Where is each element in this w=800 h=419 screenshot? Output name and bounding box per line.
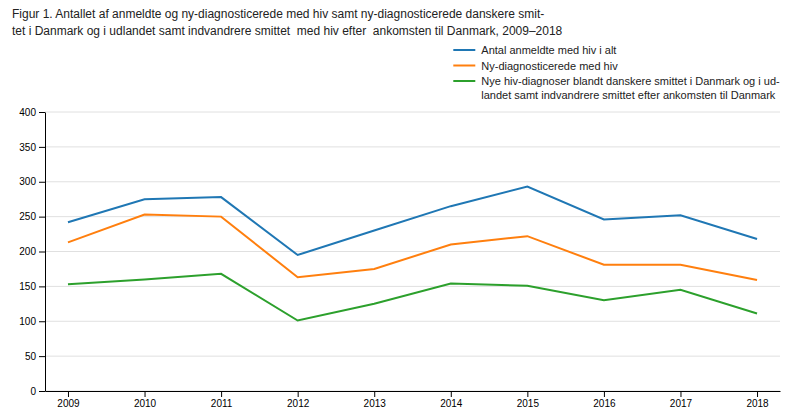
x-tick: 2017 <box>670 391 693 409</box>
x-tick: 2012 <box>287 391 310 409</box>
x-tick: 2018 <box>746 391 769 409</box>
x-axis-line <box>46 391 781 392</box>
legend-label-line: landet samt indvandrere smittet efter an… <box>481 89 776 101</box>
grid-line <box>45 391 780 392</box>
legend-label-line: Antal anmeldte med hiv i alt <box>481 44 616 56</box>
y-tick: 350 <box>19 142 45 153</box>
x-tick-label: 2011 <box>211 398 233 409</box>
y-tick-mark <box>39 321 45 322</box>
y-tick-label: 100 <box>19 316 36 327</box>
x-tick-label: 2009 <box>57 398 80 409</box>
plot: 2009 2010 2011 2012 2013 2014 2015 2016 2017 2018… <box>19 107 780 409</box>
y-tick-mark <box>39 147 45 148</box>
y-tick: 100 <box>19 316 45 327</box>
y-tick: 250 <box>19 211 45 222</box>
title-line: tet i Danmark og i udlandet samt indvand… <box>12 24 563 38</box>
y-tick-label: 200 <box>19 246 36 257</box>
legend-swatch <box>453 49 475 51</box>
x-tick: 2011 <box>211 391 233 409</box>
grid-line <box>45 146 780 147</box>
legend-swatch <box>453 80 475 82</box>
x-tick: 2015 <box>517 391 540 409</box>
x-tick: 2010 <box>134 391 157 409</box>
y-tick-mark <box>39 217 45 218</box>
y-tick-mark <box>39 252 45 253</box>
x-tick: 2009 <box>57 391 80 409</box>
x-tick-mark <box>221 391 222 397</box>
y-tick-label: 400 <box>19 107 36 118</box>
legend-label-line: Ny-diagnosticerede med hiv <box>481 60 618 72</box>
series-line <box>68 274 757 321</box>
grid-line <box>45 112 780 113</box>
y-tick-label: 350 <box>19 142 36 153</box>
grid-line <box>45 356 780 357</box>
y-tick: 0 <box>30 386 45 397</box>
legend-swatch <box>453 65 475 67</box>
grid-line <box>45 251 780 252</box>
x-tick-label: 2015 <box>517 398 540 409</box>
y-tick: 400 <box>19 107 45 118</box>
x-tick-label: 2013 <box>364 398 387 409</box>
grid-line <box>45 181 780 182</box>
title-line: Figur 1. Antallet af anmeldte og ny-diag… <box>12 7 544 21</box>
y-tick: 300 <box>19 176 45 187</box>
x-tick-mark <box>374 391 375 397</box>
legend-item: Nye hiv-diagnoser blandt danskere smitte… <box>453 75 780 101</box>
y-tick: 150 <box>19 281 45 292</box>
x-tick-mark <box>757 391 758 397</box>
y-tick-label: 250 <box>19 211 36 222</box>
y-tick-label: 50 <box>25 351 37 362</box>
y-axis-line <box>45 113 46 392</box>
x-tick-mark <box>298 391 299 397</box>
grid-line <box>45 286 780 287</box>
x-tick-mark <box>680 391 681 397</box>
x-tick-label: 2017 <box>670 398 693 409</box>
x-tick-mark <box>68 391 69 397</box>
x-tick-label: 2016 <box>593 398 616 409</box>
series-line <box>68 187 757 255</box>
y-tick-mark <box>39 391 45 392</box>
title: Figur 1. Antallet af anmeldte og ny-diag… <box>12 7 563 38</box>
y-tick-mark <box>39 182 45 183</box>
x-tick: 2014 <box>440 391 463 409</box>
legend-label: Antal anmeldte med hiv i alt <box>481 44 616 56</box>
y-axis: 0 50 100 150 200 250 300 350 400 <box>19 107 45 397</box>
legend: Antal anmeldte med hiv i alt Ny-diagnosti… <box>453 44 780 101</box>
x-tick-label: 2012 <box>287 398 310 409</box>
x-tick-label: 2010 <box>134 398 157 409</box>
x-axis: 2009 2010 2011 2012 2013 2014 2015 2016 2017 2018 <box>46 391 781 409</box>
series-line <box>68 215 757 281</box>
legend-label: Nye hiv-diagnoser blandt danskere smitte… <box>481 75 780 101</box>
x-tick-mark <box>527 391 528 397</box>
y-tick-label: 150 <box>19 281 36 292</box>
y-tick: 200 <box>19 246 45 257</box>
y-tick-mark <box>39 356 45 357</box>
y-tick-mark <box>39 112 45 113</box>
x-tick-mark <box>451 391 452 397</box>
x-tick: 2016 <box>593 391 616 409</box>
y-tick: 50 <box>25 351 45 362</box>
legend-item: Antal anmeldte med hiv i alt <box>453 44 616 56</box>
legend-label-line: Nye hiv-diagnoser blandt danskere smitte… <box>481 75 780 87</box>
legend-item: Ny-diagnosticerede med hiv <box>453 60 618 72</box>
grid-line <box>45 321 780 322</box>
grid <box>45 112 780 391</box>
y-tick-label: 0 <box>30 386 36 397</box>
lines <box>68 187 757 321</box>
chart: Figur 1. Antallet af anmeldte og ny-diag… <box>0 0 800 419</box>
x-tick: 2013 <box>364 391 387 409</box>
x-tick-label: 2014 <box>440 398 463 409</box>
y-tick-label: 300 <box>19 176 36 187</box>
x-tick-mark <box>604 391 605 397</box>
y-tick-mark <box>39 286 45 287</box>
legend-label: Ny-diagnosticerede med hiv <box>481 60 618 72</box>
x-tick-mark <box>145 391 146 397</box>
x-tick-label: 2018 <box>746 398 769 409</box>
